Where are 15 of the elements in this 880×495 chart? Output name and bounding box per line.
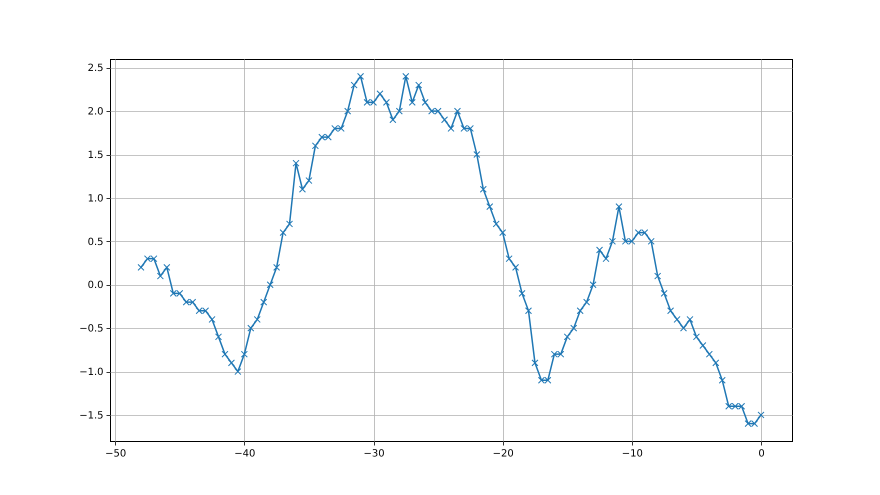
y-tick-label: 2.5	[88, 63, 104, 74]
x-tick-label: −40	[234, 448, 256, 460]
y-tick-label: 2.0	[88, 106, 104, 118]
y-tick-label: 1.5	[88, 150, 104, 161]
y-tick-label: −0.5	[79, 324, 104, 335]
x-tick-label: −50	[105, 448, 126, 460]
y-tick-label: −1.0	[79, 367, 104, 378]
x-tick-label: −30	[363, 448, 385, 460]
x-tick-label: −20	[492, 448, 514, 460]
y-tick-label: 1.0	[88, 193, 104, 204]
x-tick-label: 0	[758, 448, 765, 460]
x-tick-label: −10	[622, 448, 643, 460]
y-tick-label: 0.0	[88, 280, 104, 292]
y-tick-label: 0.5	[88, 236, 104, 248]
y-tick-label: −1.5	[79, 410, 104, 422]
